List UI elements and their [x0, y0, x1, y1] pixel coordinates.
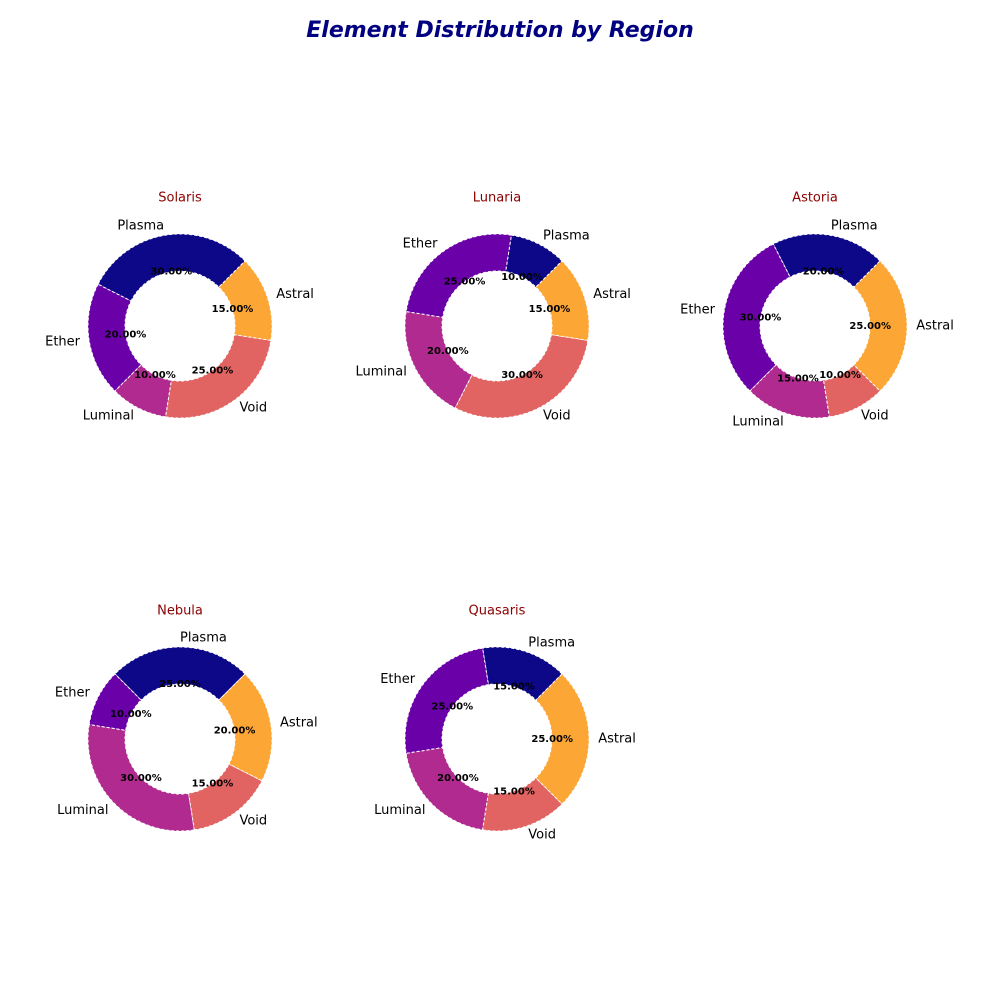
donut-slice	[405, 233, 512, 318]
donut-slice	[722, 243, 791, 392]
pie-title: Quasaris	[469, 604, 526, 619]
slice-label: Astral	[598, 732, 636, 747]
pie-title: Solaris	[158, 191, 202, 206]
donut-slice	[454, 334, 589, 419]
donut-chart: Lunaria Plasma Ether Luminal Void Astral 10.00…	[355, 191, 630, 424]
percent-label: 15.00%	[493, 786, 535, 797]
figure-title: Element Distribution by Region	[306, 18, 693, 43]
slice-label: Ether	[45, 334, 81, 349]
slice-label: Plasma	[831, 219, 878, 234]
slice-label: Astral	[276, 287, 314, 302]
slice-label: Ether	[380, 672, 416, 687]
slice-label: Void	[239, 400, 267, 415]
percent-label: 15.00%	[777, 373, 819, 384]
donut-slice	[114, 364, 172, 418]
slice-label: Luminal	[355, 364, 406, 379]
percent-label: 10.00%	[501, 272, 543, 283]
donut-chart: Astoria Plasma Ether Luminal Void Astral 20.00…	[680, 191, 954, 430]
slice-label: Luminal	[374, 803, 425, 818]
slice-label: Astral	[280, 716, 318, 731]
slice-label: Ether	[55, 686, 91, 701]
pie-title: Nebula	[157, 604, 203, 619]
donut-slice	[853, 260, 908, 392]
percent-label: 30.00%	[120, 773, 162, 784]
percent-label: 25.00%	[531, 734, 573, 745]
slice-label: Astral	[593, 287, 631, 302]
percent-label: 30.00%	[151, 266, 193, 277]
donut-slice	[97, 233, 246, 302]
donut-slice	[87, 724, 195, 832]
percent-label: 25.00%	[444, 276, 486, 287]
percent-label: 15.00%	[493, 682, 535, 693]
percent-label: 10.00%	[134, 370, 176, 381]
percent-label: 20.00%	[437, 773, 479, 784]
pie-title: Lunaria	[473, 191, 521, 206]
donut-slice	[505, 234, 563, 288]
donut-slice	[535, 260, 590, 341]
percent-label: 30.00%	[501, 370, 543, 381]
slice-label: Ether	[403, 237, 439, 252]
percent-label: 10.00%	[110, 709, 152, 720]
slice-label: Luminal	[57, 803, 108, 818]
donut-chart: Quasaris Plasma Ether Luminal Void Astral 15.0…	[374, 604, 636, 843]
slice-label: Luminal	[83, 409, 134, 424]
donut-slice	[218, 673, 273, 782]
slice-label: Void	[543, 409, 571, 424]
slice-label: Plasma	[543, 228, 590, 243]
donut-slice	[114, 646, 246, 701]
slice-label: Plasma	[180, 630, 227, 645]
percent-label: 25.00%	[192, 366, 234, 377]
percent-label: 20.00%	[105, 330, 147, 341]
slice-label: Void	[528, 828, 556, 843]
slice-label: Void	[861, 409, 889, 424]
slice-label: Luminal	[732, 415, 783, 430]
donut-chart: Nebula Plasma Ether Luminal Void Astral 25.00%…	[55, 604, 318, 832]
percent-label: 15.00%	[529, 304, 571, 315]
slice-label: Astral	[916, 319, 954, 334]
donut-slice	[218, 260, 273, 341]
pie-title: Astoria	[792, 191, 838, 206]
percent-label: 30.00%	[740, 312, 782, 323]
donut-slice	[535, 673, 590, 805]
percent-label: 20.00%	[214, 725, 256, 736]
slice-label: Ether	[680, 303, 716, 318]
percent-label: 15.00%	[212, 304, 254, 315]
percent-label: 25.00%	[432, 702, 474, 713]
percent-label: 10.00%	[819, 370, 861, 381]
slice-label: Void	[239, 813, 267, 828]
percent-label: 25.00%	[849, 321, 891, 332]
donut-chart: Solaris Plasma Ether Luminal Void Astral 30.00…	[45, 191, 314, 424]
percent-label: 20.00%	[427, 346, 469, 357]
percent-label: 20.00%	[803, 266, 845, 277]
percent-label: 15.00%	[192, 779, 234, 790]
donut-slice	[165, 334, 272, 419]
slice-label: Plasma	[117, 219, 164, 234]
percent-label: 25.00%	[159, 679, 201, 690]
slice-label: Plasma	[528, 635, 575, 650]
donut-slice	[404, 647, 489, 754]
